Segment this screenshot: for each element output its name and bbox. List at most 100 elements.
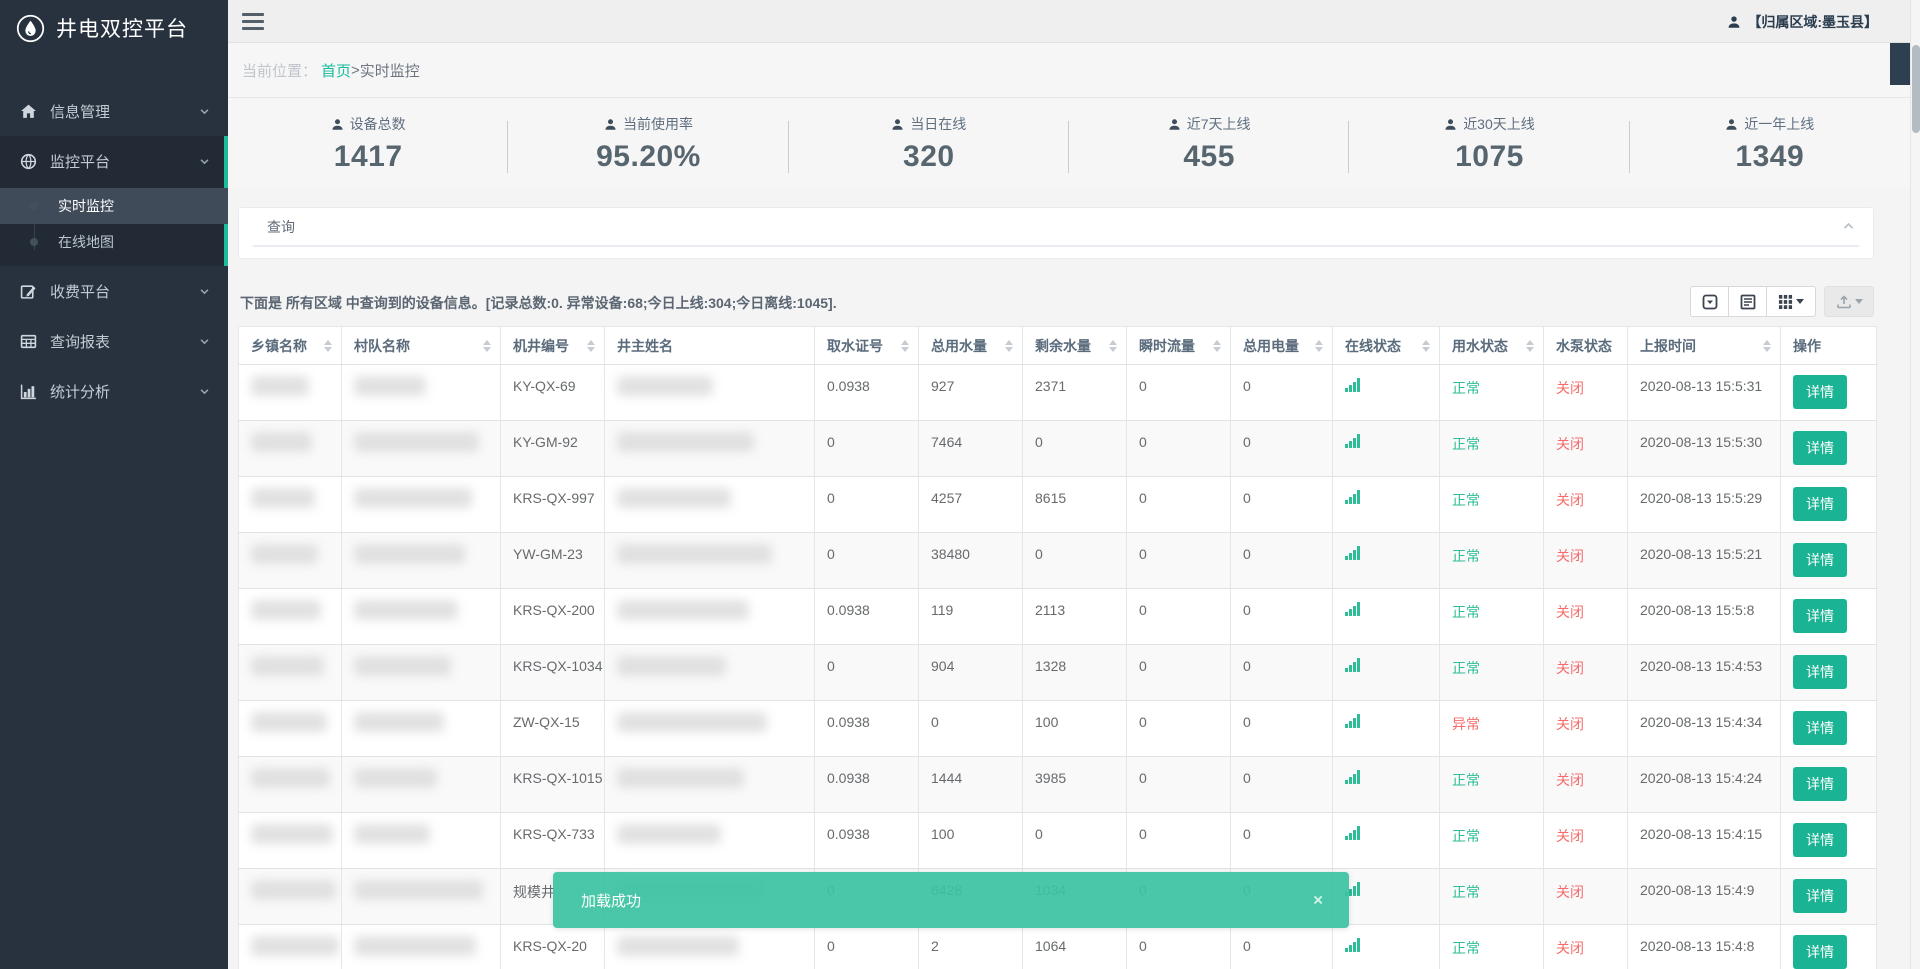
- cell-well-no: KRS-QX-997: [500, 476, 605, 533]
- water-drop-icon: [16, 14, 45, 42]
- table-body: KY-QX-69 0.0938 927 2371 0 0 正常 关闭 2020-…: [238, 364, 1877, 969]
- redacted-owner: [617, 824, 721, 844]
- col-village[interactable]: 村队名称: [341, 326, 501, 365]
- detail-button[interactable]: 详情: [1793, 487, 1847, 521]
- collapse-box-icon: [1702, 294, 1717, 309]
- sidebar-item-query-reports[interactable]: 查询报表: [0, 316, 228, 366]
- col-total-power[interactable]: 总用电量: [1230, 326, 1333, 365]
- cell-total-water: 2: [918, 924, 1023, 969]
- col-online-status[interactable]: 在线状态: [1332, 326, 1440, 365]
- cell-pump-status: 关闭: [1543, 420, 1628, 477]
- cell-pump-status: 关闭: [1543, 644, 1628, 701]
- detail-button[interactable]: 详情: [1793, 767, 1847, 801]
- cell-total-power: 0: [1230, 644, 1333, 701]
- scrollbar-thumb[interactable]: [1912, 45, 1920, 133]
- detail-button[interactable]: 详情: [1793, 599, 1847, 633]
- card-view-button[interactable]: [1728, 286, 1767, 317]
- user-region[interactable]: 【归属区域:墨玉县】: [1727, 0, 1878, 43]
- col-water-status[interactable]: 用水状态: [1439, 326, 1544, 365]
- cell-remaining-water: 1064: [1022, 924, 1127, 969]
- cell-total-power: 0: [1230, 756, 1333, 813]
- col-well-no[interactable]: 机井编号: [500, 326, 605, 365]
- table-toolbar: 下面是 所有区域 中查询到的设备信息。[记录总数:0. 异常设备:68;今日上线…: [238, 286, 1874, 318]
- cell-pump-status: 关闭: [1543, 924, 1628, 969]
- table-icon: [18, 333, 38, 350]
- cell-report-time: 2020-08-13 15:5:21: [1627, 532, 1781, 589]
- col-instant-flow[interactable]: 瞬时流量: [1126, 326, 1231, 365]
- detail-button[interactable]: 详情: [1793, 375, 1847, 409]
- cell-actions: 详情: [1780, 756, 1877, 813]
- cell-remaining-water: 0: [1022, 812, 1127, 869]
- cell-water-status: 异常: [1439, 700, 1544, 757]
- sidebar-item-label: 统计分析: [50, 383, 111, 401]
- sidebar-item-realtime-monitoring[interactable]: 实时监控: [0, 188, 228, 224]
- side-panel-tab[interactable]: [1890, 43, 1910, 85]
- cell-instant-flow: 0: [1126, 476, 1231, 533]
- detail-button[interactable]: 详情: [1793, 823, 1847, 857]
- cell-report-time: 2020-08-13 15:4:34: [1627, 700, 1781, 757]
- cell-pump-status: 关闭: [1543, 868, 1628, 925]
- redacted-township: [251, 824, 333, 844]
- cell-village: [341, 420, 501, 477]
- signal-bars-icon: [1345, 714, 1360, 728]
- col-total-water[interactable]: 总用水量: [918, 326, 1023, 365]
- detail-button[interactable]: 详情: [1793, 543, 1847, 577]
- sidebar-item-monitoring-platform[interactable]: 监控平台: [0, 136, 228, 186]
- region-label: 【归属区域:墨玉县】: [1747, 13, 1878, 30]
- cell-instant-flow: 0: [1126, 644, 1231, 701]
- chevron-down-icon: [199, 106, 210, 117]
- cell-pump-status: 关闭: [1543, 532, 1628, 589]
- cell-village: [341, 532, 501, 589]
- sidebar-item-online-map[interactable]: 在线地图: [0, 224, 228, 260]
- detail-button[interactable]: 详情: [1793, 655, 1847, 689]
- chevron-up-icon[interactable]: [1842, 220, 1855, 233]
- cell-pump-status: 关闭: [1543, 588, 1628, 645]
- chevron-down-icon: [199, 336, 210, 347]
- col-report-time[interactable]: 上报时间: [1627, 326, 1781, 365]
- detail-button[interactable]: 详情: [1793, 711, 1847, 745]
- table-row: KRS-QX-20 0 2 1064 0 0 正常 关闭 2020-08-13 …: [238, 924, 1877, 969]
- cell-water-status: 正常: [1439, 868, 1544, 925]
- breadcrumb-home-link[interactable]: 首页: [321, 62, 352, 80]
- sidebar-item-statistics[interactable]: 统计分析: [0, 366, 228, 416]
- columns-button[interactable]: [1766, 286, 1816, 317]
- stat-online-30days: 近30天上线 1075: [1349, 112, 1630, 174]
- signal-bars-icon: [1345, 938, 1360, 952]
- col-remaining-water[interactable]: 剩余水量: [1022, 326, 1127, 365]
- stat-label: 近一年上线: [1744, 116, 1815, 132]
- sidebar-item-info-management[interactable]: 信息管理: [0, 86, 228, 136]
- signal-bars-icon: [1345, 770, 1360, 784]
- detail-button[interactable]: 详情: [1793, 879, 1847, 913]
- redacted-village: [354, 880, 483, 900]
- cell-remaining-water: 1328: [1022, 644, 1127, 701]
- menu-toggle-icon[interactable]: [242, 13, 264, 30]
- close-icon[interactable]: ×: [1313, 890, 1323, 910]
- cell-water-status: 正常: [1439, 532, 1544, 589]
- signal-bars-icon: [1345, 658, 1360, 672]
- cell-township: [238, 756, 342, 813]
- cell-instant-flow: 0: [1126, 420, 1231, 477]
- cell-owner: [604, 532, 815, 589]
- cell-water-status: 正常: [1439, 924, 1544, 969]
- cell-actions: 详情: [1780, 476, 1877, 533]
- detail-button[interactable]: 详情: [1793, 431, 1847, 465]
- columns-grid-icon: [1778, 294, 1793, 309]
- person-icon: [332, 118, 343, 130]
- cell-village: [341, 700, 501, 757]
- cell-township: [238, 644, 342, 701]
- cell-permit-no: 0: [814, 924, 919, 969]
- sidebar-item-billing-platform[interactable]: 收费平台: [0, 266, 228, 316]
- stat-label: 当前使用率: [622, 116, 693, 132]
- cell-report-time: 2020-08-13 15:4:9: [1627, 868, 1781, 925]
- toggle-pagination-button[interactable]: [1690, 286, 1729, 317]
- stat-total-devices: 设备总数 1417: [228, 112, 509, 174]
- detail-button[interactable]: 详情: [1793, 935, 1847, 969]
- cell-online-status: [1332, 756, 1440, 813]
- col-township[interactable]: 乡镇名称: [238, 326, 342, 365]
- export-button[interactable]: [1824, 286, 1874, 317]
- redacted-village: [354, 768, 437, 788]
- redacted-owner: [617, 488, 731, 508]
- person-icon: [892, 118, 903, 130]
- stat-online-year: 近一年上线 1349: [1630, 112, 1910, 174]
- col-permit-no[interactable]: 取水证号: [814, 326, 919, 365]
